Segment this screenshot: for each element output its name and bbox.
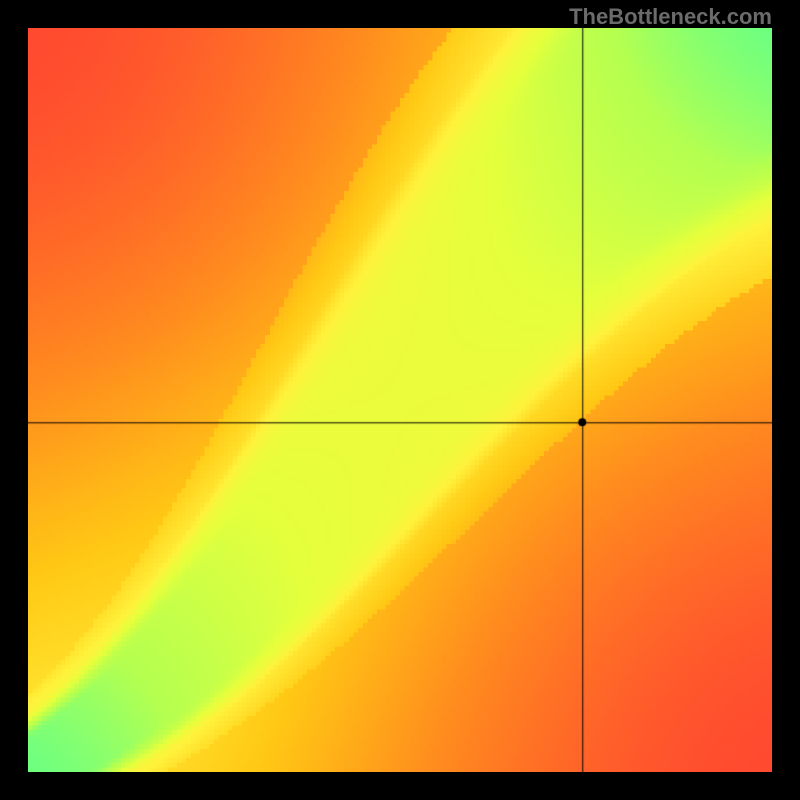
chart-container: TheBottleneck.com	[0, 0, 800, 800]
bottleneck-heatmap	[28, 28, 772, 772]
watermark-text: TheBottleneck.com	[569, 4, 772, 30]
